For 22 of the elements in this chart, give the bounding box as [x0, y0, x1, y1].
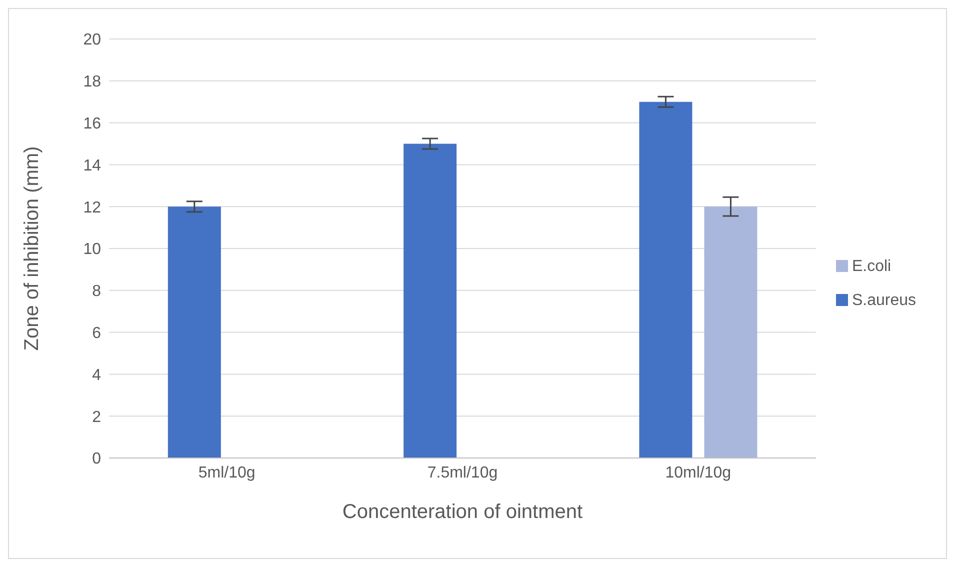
- y-axis-title: Zone of inhibition (mm): [21, 146, 44, 351]
- y-tick-label: 16: [83, 115, 102, 132]
- bar: [168, 206, 221, 458]
- y-tick-label: 2: [92, 408, 102, 426]
- legend-label: E.coli: [852, 258, 892, 274]
- y-tick-label: 12: [83, 199, 102, 216]
- x-tick-label: 10ml/10g: [665, 464, 732, 482]
- x-axis-title: Concenteration of ointment: [342, 501, 583, 523]
- y-tick-label: 4: [92, 366, 102, 384]
- y-tick-label: 0: [92, 450, 102, 468]
- y-tick-label: 18: [83, 74, 102, 91]
- bar: [639, 102, 692, 458]
- y-tick-label: 8: [92, 283, 102, 300]
- x-tick-label: 7.5ml/10g: [427, 464, 498, 482]
- legend-label: S.aureus: [852, 292, 916, 308]
- y-tick-label: 10: [83, 241, 102, 258]
- bar: [704, 206, 758, 458]
- y-tick-label: 6: [92, 324, 102, 342]
- bar: [404, 144, 457, 458]
- x-tick-label: 5ml/10g: [198, 464, 256, 482]
- y-tick-label: 14: [83, 157, 102, 174]
- y-tick-label: 20: [83, 32, 102, 49]
